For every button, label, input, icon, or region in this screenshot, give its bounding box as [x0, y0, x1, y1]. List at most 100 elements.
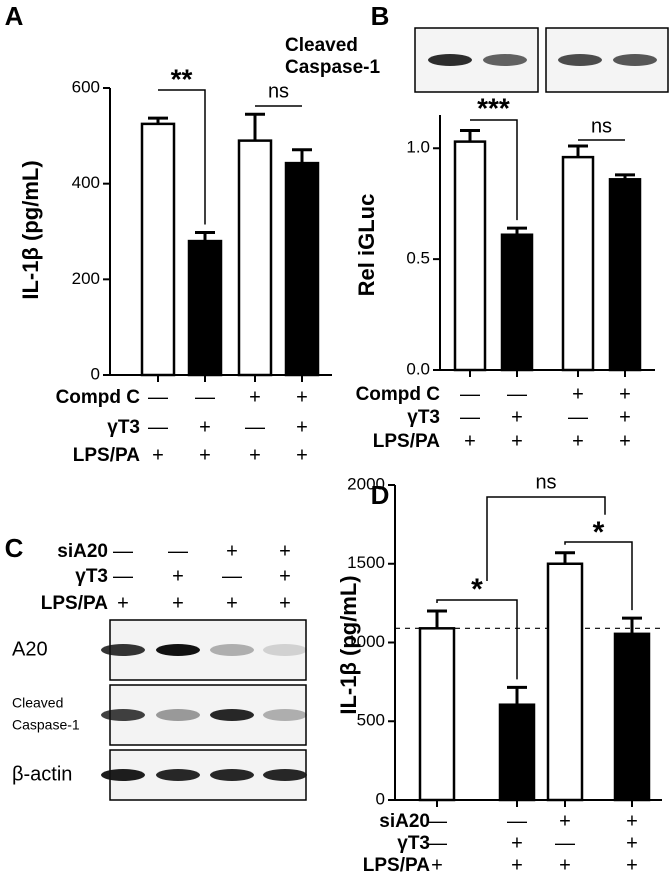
- condition-mark: +: [559, 810, 571, 832]
- blot-band: [156, 709, 200, 721]
- condition-mark: +: [152, 444, 164, 466]
- y-axis-label: IL-1β (pg/mL): [336, 575, 361, 714]
- condition-mark: —: [427, 832, 447, 854]
- condition-label: γT3: [407, 407, 440, 428]
- condition-mark: +: [296, 444, 308, 466]
- condition-mark: +: [572, 383, 584, 405]
- y-tick-label: 200: [72, 269, 100, 288]
- blot-band: [558, 54, 602, 66]
- condition-mark: +: [626, 810, 638, 832]
- blot-band: [263, 769, 307, 781]
- y-tick-label: 500: [357, 711, 385, 730]
- blot-band: [428, 54, 472, 66]
- condition-label: LPS/PA: [363, 855, 430, 876]
- condition-mark: +: [199, 444, 211, 466]
- blot-band: [263, 644, 307, 656]
- condition-label: siA20: [57, 541, 108, 562]
- blot-band: [156, 769, 200, 781]
- significance-bracket: [436, 599, 518, 680]
- condition-mark: —: [245, 416, 265, 438]
- y-tick-label: 0.0: [406, 359, 430, 378]
- blot-row-label: Caspase-1: [12, 717, 80, 733]
- panel-letter: B: [371, 1, 390, 31]
- condition-mark: —: [113, 565, 133, 587]
- condition-mark: +: [511, 832, 523, 854]
- blot-label: Caspase-1: [285, 57, 380, 78]
- bar: [418, 627, 456, 802]
- blot-band: [101, 644, 145, 656]
- bar: [140, 122, 176, 377]
- condition-mark: +: [296, 386, 308, 408]
- condition-mark: —: [460, 406, 480, 428]
- condition-mark: +: [226, 540, 238, 562]
- bar: [187, 239, 223, 377]
- condition-mark: +: [619, 430, 631, 452]
- condition-mark: —: [555, 832, 575, 854]
- blot-band: [263, 709, 307, 721]
- blot-row-label: Cleaved: [12, 695, 63, 711]
- y-tick-label: 2000: [347, 474, 385, 493]
- y-tick-label: 600: [72, 77, 100, 96]
- bar: [608, 178, 642, 372]
- condition-mark: +: [511, 854, 523, 876]
- significance-label: *: [593, 516, 605, 549]
- condition-label: γT3: [75, 566, 108, 587]
- condition-mark: +: [559, 854, 571, 876]
- condition-mark: +: [511, 430, 523, 452]
- condition-mark: —: [113, 540, 133, 562]
- blot-row-label: β-actin: [12, 763, 72, 785]
- condition-mark: +: [619, 383, 631, 405]
- blot-label: Cleaved: [285, 35, 358, 56]
- blot-band: [210, 709, 254, 721]
- panel-letter: D: [371, 480, 390, 510]
- condition-label: siA20: [379, 811, 430, 832]
- condition-mark: +: [226, 592, 238, 614]
- condition-mark: —: [148, 416, 168, 438]
- condition-mark: +: [279, 540, 291, 562]
- blot-band: [101, 709, 145, 721]
- significance-bracket: [470, 119, 518, 221]
- panel-letter: C: [5, 533, 24, 563]
- condition-label: γT3: [107, 417, 140, 438]
- blot-band: [156, 644, 200, 656]
- significance-label: *: [471, 573, 483, 606]
- condition-mark: —: [507, 810, 527, 832]
- significance-bracket: [486, 496, 606, 581]
- condition-mark: +: [249, 386, 261, 408]
- condition-mark: —: [148, 386, 168, 408]
- significance-bracket: [564, 541, 633, 611]
- condition-label: LPS/PA: [41, 593, 108, 614]
- condition-mark: —: [168, 540, 188, 562]
- y-tick-label: 1000: [347, 632, 385, 651]
- significance-label: ***: [477, 92, 510, 123]
- condition-mark: +: [199, 416, 211, 438]
- condition-label: γT3: [397, 833, 430, 854]
- condition-mark: +: [626, 854, 638, 876]
- y-tick-label: 1500: [347, 553, 385, 572]
- blot-band: [210, 769, 254, 781]
- condition-mark: +: [172, 565, 184, 587]
- condition-mark: +: [619, 406, 631, 428]
- blot-band: [613, 54, 657, 66]
- blot-band: [210, 644, 254, 656]
- condition-mark: —: [222, 565, 242, 587]
- blot-band: [101, 769, 145, 781]
- condition-label: LPS/PA: [373, 431, 440, 452]
- bar: [453, 140, 487, 372]
- condition-mark: —: [507, 383, 527, 405]
- condition-label: Compd C: [56, 387, 141, 408]
- blot-band: [483, 54, 527, 66]
- y-axis-label: IL-1β (pg/mL): [18, 160, 43, 299]
- y-tick-label: 0: [376, 789, 385, 808]
- y-tick-label: 400: [72, 173, 100, 192]
- condition-mark: +: [464, 430, 476, 452]
- condition-mark: —: [427, 810, 447, 832]
- condition-mark: +: [431, 854, 443, 876]
- significance-label: ns: [535, 471, 556, 493]
- condition-mark: +: [279, 565, 291, 587]
- y-tick-label: 0.5: [406, 249, 430, 268]
- condition-mark: +: [296, 416, 308, 438]
- bar: [500, 233, 534, 372]
- condition-mark: +: [117, 592, 129, 614]
